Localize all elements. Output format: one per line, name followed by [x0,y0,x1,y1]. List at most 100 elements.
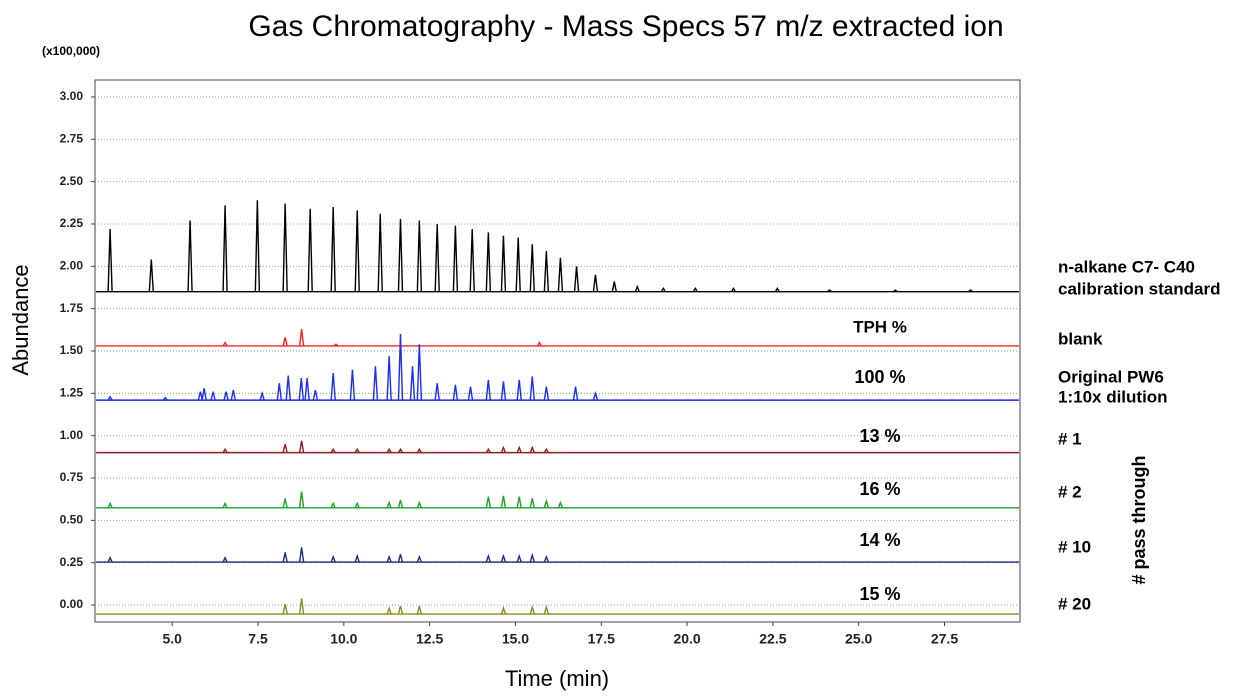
peak [485,496,492,508]
peak [416,605,423,615]
peak [529,604,535,615]
series-label: blank [1058,329,1103,348]
peak [592,274,599,292]
peak [298,598,305,615]
x-tick-label: 12.5 [416,631,443,647]
peak [354,553,360,563]
y-tick-label: 2.75 [60,131,84,145]
peak [660,286,666,293]
series-label: Original PW6 [1058,367,1164,386]
peak [397,554,404,563]
y-tick-label: 0.50 [60,513,84,527]
peak [611,281,617,292]
peak [386,605,392,615]
peak [312,389,319,401]
peak [515,237,521,292]
y-tick-label: 1.50 [60,343,84,357]
peak [543,251,550,292]
series-label: # 2 [1058,482,1082,501]
peak [543,554,549,563]
peak [201,388,207,401]
series-label: n-alkane C7- C40 [1058,257,1195,276]
peak [557,500,564,509]
x-tick-label: 27.5 [931,631,958,647]
peak [282,552,288,563]
peak [333,343,339,347]
tph-header: TPH % [853,317,907,336]
peak [500,445,507,453]
peak [692,286,698,293]
peak [386,554,392,563]
peak [416,220,423,292]
peak [223,391,229,401]
peak [529,445,535,453]
peak [298,440,305,453]
y-tick-label: 0.00 [60,597,84,611]
peak [892,289,898,293]
peak [386,500,392,509]
peak [330,447,336,453]
peak [485,232,492,292]
peak [529,552,535,563]
peak [452,225,459,292]
peak [354,210,360,292]
peak [210,391,216,401]
x-tick-label: 20.0 [673,631,700,647]
peak [377,213,383,292]
peak [222,555,228,563]
peak [307,208,313,292]
peak [516,445,522,453]
group-label: # pass through [1129,455,1149,584]
y-tick-label: 2.25 [60,216,84,230]
peak [500,381,507,401]
series-label: # 1 [1058,429,1082,448]
y-tick-label: 3.00 [60,89,84,103]
y-tick-label: 1.00 [60,428,84,442]
peak [285,375,291,401]
peak [529,376,535,401]
peak [349,369,356,401]
tph-label: 15 % [859,584,900,604]
peak [107,395,113,401]
peak [282,603,288,615]
tph-label: 16 % [859,479,900,499]
peak [485,447,491,453]
peak [416,447,422,453]
peak [634,284,640,292]
peak [197,391,204,401]
peak [557,257,564,292]
peak [529,498,535,508]
series-label: # 10 [1058,537,1091,556]
y-tick-label: 0.75 [60,470,84,484]
tph-label: 100 % [854,367,905,387]
peak [397,334,404,401]
peak [386,356,392,401]
peak [500,553,507,563]
series-label: 1:10x dilution [1058,387,1168,406]
peak [259,390,265,401]
peak [536,341,543,347]
peak [330,207,336,292]
chart-title: Gas Chromatography - Mass Specs 57 m/z e… [248,10,1003,43]
x-tick-label: 10.0 [330,631,357,647]
peak [187,220,193,292]
peak [434,223,440,292]
y-tick-label: 1.75 [60,301,84,315]
peak [222,341,228,347]
peak [409,366,416,401]
y-unit: (x100,000) [42,44,100,58]
peak [730,286,737,293]
peak [397,218,404,292]
peak [543,604,550,615]
peak [282,203,288,292]
series-label: calibration standard [1058,279,1220,298]
x-tick-label: 15.0 [502,631,529,647]
y-axis-label: Abundance [8,264,33,375]
peak [107,555,113,563]
peak [500,495,507,508]
x-tick-label: 17.5 [588,631,615,647]
peak [230,389,237,401]
tph-label: 13 % [859,426,900,446]
